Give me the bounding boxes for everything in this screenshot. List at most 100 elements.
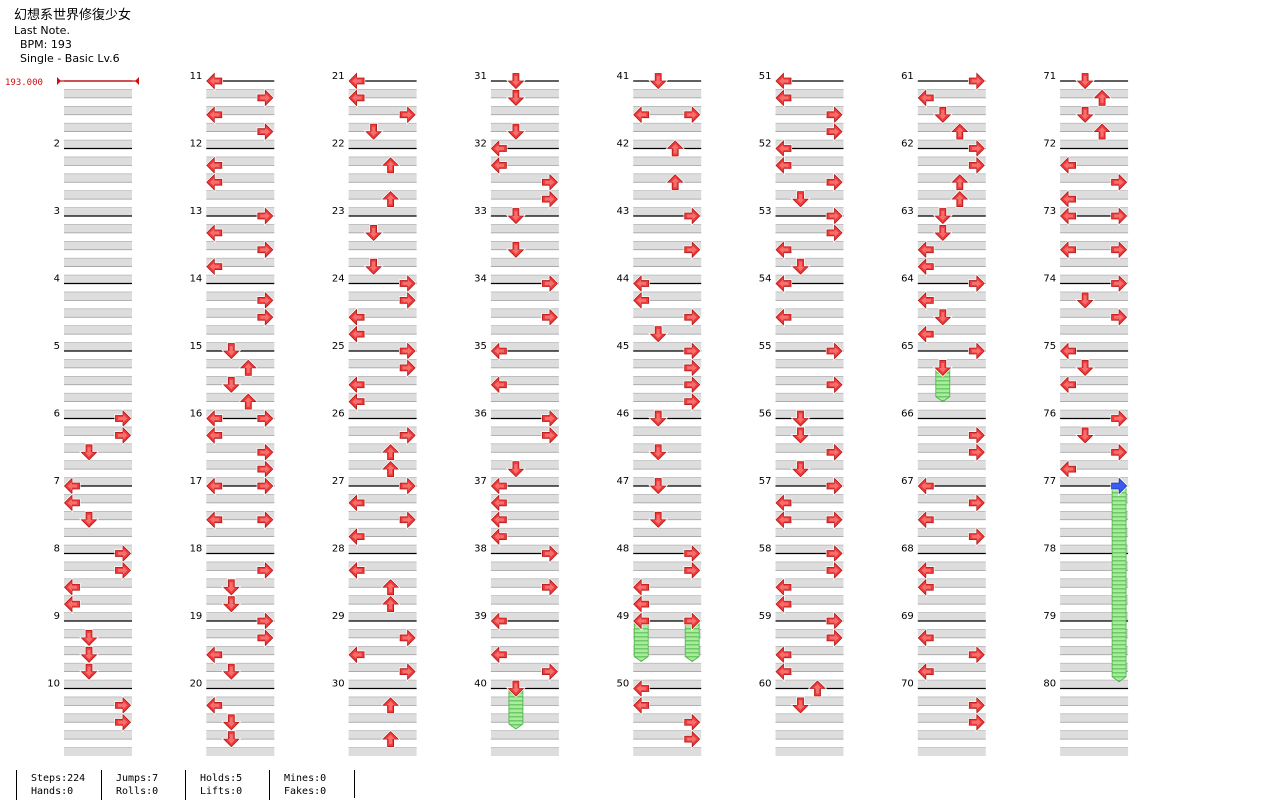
beat-band <box>1060 578 1129 588</box>
beat-band <box>490 494 559 503</box>
arrow-down-icon <box>363 224 384 242</box>
beat-band <box>64 258 132 267</box>
beat-band <box>1060 477 1129 486</box>
beat-band <box>917 477 986 486</box>
beat-band <box>633 190 702 200</box>
beat-band <box>206 646 275 655</box>
arrow-right-icon <box>399 425 417 446</box>
beat-band <box>206 629 275 638</box>
arrow-left-icon <box>489 492 508 514</box>
beat-band <box>917 241 986 250</box>
beat-band <box>633 663 702 672</box>
arrow-down-icon <box>221 342 242 361</box>
arrow-left-icon <box>1059 155 1077 176</box>
measure-number: 25 <box>332 341 345 352</box>
measure-number: 13 <box>190 206 203 217</box>
beat-band <box>348 156 417 166</box>
beat-band <box>64 393 132 402</box>
beat-band <box>348 224 417 233</box>
beat-band <box>917 528 986 537</box>
beat-band <box>206 696 275 706</box>
arrow-left-icon <box>916 87 935 109</box>
beat-band <box>775 410 844 419</box>
beat-band <box>348 663 417 672</box>
beat-band <box>1060 190 1129 200</box>
beat-band <box>64 291 132 301</box>
beat-band <box>490 561 559 571</box>
measure-number: 20 <box>190 679 203 690</box>
beat-band <box>64 325 132 335</box>
beat-band <box>206 528 275 537</box>
beat-band <box>490 359 559 368</box>
beat-band <box>490 376 559 385</box>
arrow-right-icon <box>256 239 275 260</box>
measure-number: 28 <box>332 544 345 555</box>
beat-band <box>348 106 417 115</box>
measure-number: 49 <box>616 611 629 622</box>
beat-band <box>775 241 844 250</box>
arrow-right-icon <box>825 610 844 632</box>
arrow-left-icon <box>916 627 935 649</box>
beat-band <box>775 747 844 756</box>
beat-band <box>775 224 844 233</box>
beat-band <box>64 156 132 166</box>
beat-band <box>490 258 559 267</box>
beat-band <box>775 629 844 638</box>
beat-band <box>348 545 417 554</box>
measure-number: 22 <box>332 139 345 150</box>
beat-band <box>348 561 417 571</box>
measure-number: 47 <box>616 476 629 487</box>
arrow-left-icon <box>632 695 650 716</box>
measure-number: 62 <box>901 139 914 150</box>
arrow-left-icon <box>632 593 650 615</box>
beat-band <box>775 730 844 740</box>
beat-band <box>64 477 132 486</box>
beat-band <box>633 359 702 368</box>
arrow-down-icon <box>790 460 811 479</box>
beat-band <box>775 713 844 723</box>
beat-band <box>775 595 844 605</box>
beat-band <box>1060 224 1129 233</box>
beat-band <box>917 595 986 605</box>
arrow-left-icon <box>774 577 793 598</box>
arrow-right-icon <box>968 425 986 446</box>
beat-band <box>775 578 844 588</box>
arrow-down-icon <box>78 663 100 681</box>
arrow-down-icon <box>78 646 100 664</box>
arrow-right-icon <box>114 695 133 716</box>
beat-band <box>633 477 702 486</box>
measure-number: 7 <box>54 476 60 487</box>
beat-band <box>64 359 132 368</box>
arrow-right-icon <box>683 610 702 632</box>
arrow-right-icon <box>968 492 986 514</box>
beat-band <box>490 308 559 318</box>
beat-band <box>917 173 986 183</box>
beat-band <box>775 545 844 554</box>
beat-band <box>775 123 844 132</box>
beat-band <box>917 275 986 284</box>
beat-band <box>1060 308 1129 318</box>
arrow-left-icon <box>1059 239 1077 260</box>
beat-band <box>633 241 702 250</box>
beat-band <box>490 747 559 756</box>
arrow-up-icon <box>238 358 259 377</box>
arrow-down-icon <box>790 258 811 276</box>
beat-band <box>64 545 132 554</box>
arrow-left-icon <box>205 222 223 244</box>
beat-band <box>917 443 986 453</box>
measure-number: 14 <box>190 274 203 285</box>
beat-band <box>348 477 417 486</box>
beat-band <box>917 713 986 723</box>
arrow-down-icon <box>505 460 527 479</box>
beat-band <box>633 207 702 216</box>
arrow-left-icon <box>62 492 81 514</box>
beat-band <box>1060 156 1129 166</box>
arrow-right-icon <box>968 273 986 294</box>
measure-number: 17 <box>190 476 203 487</box>
arrow-down-icon <box>648 443 669 462</box>
beat-band <box>775 443 844 453</box>
arrow-right-icon <box>256 509 275 530</box>
stats-col-2: Jumps:7 Rolls:0 <box>101 770 158 800</box>
arrow-down-icon <box>1074 291 1096 310</box>
arrow-down-icon <box>505 241 527 259</box>
